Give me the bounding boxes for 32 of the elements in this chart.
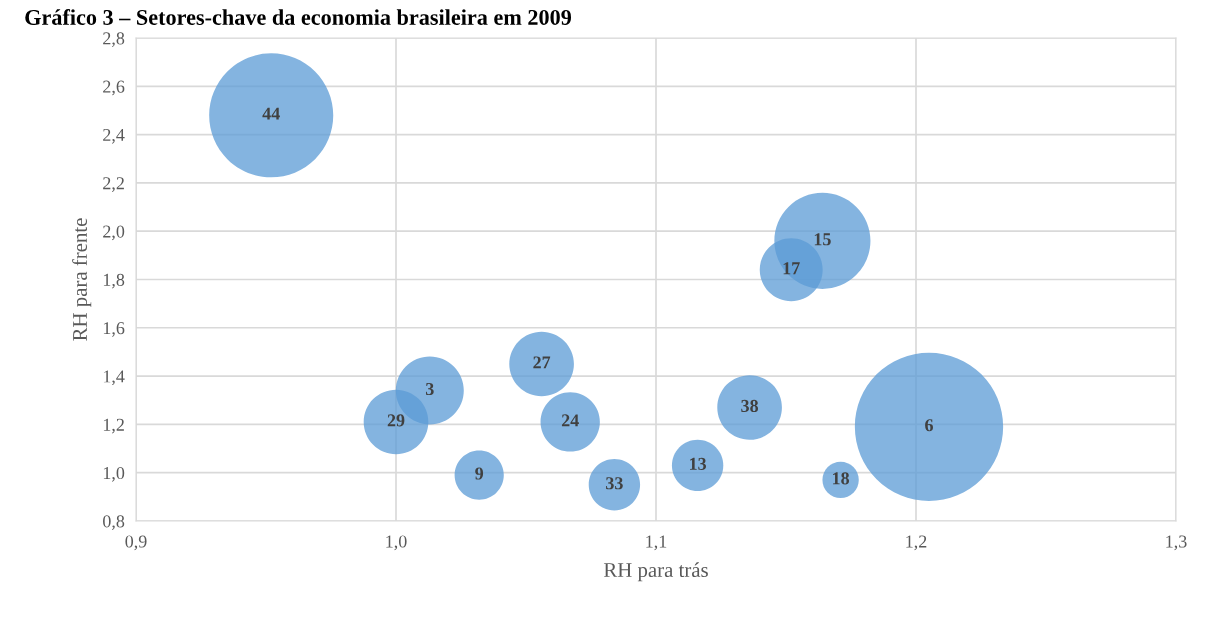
- y-tick-label: 2,2: [103, 177, 124, 192]
- y-tick-label: 1,2: [103, 418, 124, 434]
- y-tick-label: 0,8: [103, 515, 125, 531]
- x-tick-label: 1,0: [386, 535, 407, 551]
- y-tick-label: 1,6: [103, 322, 125, 337]
- x-axis-title: RH para trás: [603, 562, 708, 582]
- y-axis-title: RH para frente: [72, 218, 92, 341]
- annotation: 6: [925, 419, 933, 432]
- y-tick-label: 1,0: [103, 466, 125, 482]
- x-tick-label: 1,3: [1166, 535, 1187, 551]
- x-tick-label: 1,2: [906, 535, 927, 551]
- y-tick-label: 1,4: [103, 370, 125, 386]
- annotation: 13: [690, 457, 707, 470]
- x-tick-label: 0,9: [125, 535, 147, 551]
- annotation: 15: [814, 233, 831, 246]
- x-tick-label: 1,1: [646, 535, 667, 551]
- annotation: 24: [561, 414, 579, 427]
- annotation: 3: [425, 382, 434, 396]
- annotation: 9: [475, 467, 484, 480]
- annotation: 29: [387, 414, 405, 427]
- chart-title: Gráfico 3 – Setores-chave da economia brasileira em 2009: [25, 9, 572, 25]
- annotation: 44: [262, 107, 280, 120]
- y-tick-label: 2,6: [103, 80, 125, 96]
- annotation: 18: [833, 472, 850, 485]
- annotation: 27: [533, 356, 551, 369]
- y-tick-label: 1,8: [103, 273, 125, 289]
- y-tick-label: 2,8: [103, 32, 125, 48]
- y-tick-label: 2,0: [103, 225, 125, 241]
- annotation: 38: [741, 399, 759, 412]
- y-tick-label: 2,4: [103, 128, 125, 144]
- annotation: 33: [606, 477, 623, 490]
- annotation: 17: [783, 262, 800, 275]
